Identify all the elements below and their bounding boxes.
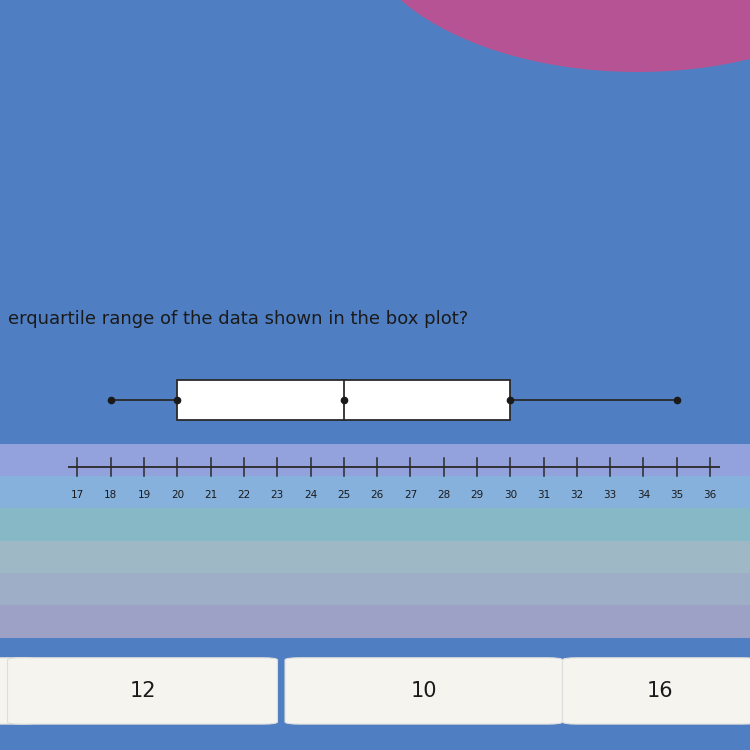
Text: 12: 12 (129, 681, 156, 701)
Bar (0, 509, 750, 541)
Text: 28: 28 (437, 490, 450, 500)
Bar (0, 444, 750, 476)
Text: 20: 20 (171, 490, 184, 500)
Text: 35: 35 (670, 490, 683, 500)
FancyBboxPatch shape (285, 658, 562, 724)
Text: 33: 33 (604, 490, 616, 500)
Bar (0, 573, 750, 605)
Text: 26: 26 (370, 490, 384, 500)
Bar (177, 380, 510, 420)
Text: erquartile range of the data shown in the box plot?: erquartile range of the data shown in th… (8, 310, 468, 328)
Text: 27: 27 (404, 490, 417, 500)
FancyBboxPatch shape (8, 658, 278, 724)
FancyBboxPatch shape (562, 658, 750, 724)
Bar (0, 541, 750, 573)
Text: 36: 36 (704, 490, 717, 500)
Text: 25: 25 (338, 490, 350, 500)
Bar (0, 605, 750, 638)
Text: 18: 18 (104, 490, 118, 500)
Text: 30: 30 (504, 490, 517, 500)
Text: 19: 19 (137, 490, 151, 500)
Text: 22: 22 (237, 490, 250, 500)
Text: 32: 32 (570, 490, 584, 500)
FancyBboxPatch shape (0, 658, 38, 724)
Text: 23: 23 (271, 490, 284, 500)
Bar (0, 476, 750, 508)
Text: 10: 10 (410, 681, 437, 701)
Text: 31: 31 (537, 490, 550, 500)
Text: 16: 16 (646, 681, 674, 701)
Text: 17: 17 (70, 490, 84, 500)
Ellipse shape (356, 0, 750, 71)
Text: 24: 24 (304, 490, 317, 500)
Text: 34: 34 (637, 490, 650, 500)
Text: 21: 21 (204, 490, 218, 500)
Text: 29: 29 (470, 490, 484, 500)
